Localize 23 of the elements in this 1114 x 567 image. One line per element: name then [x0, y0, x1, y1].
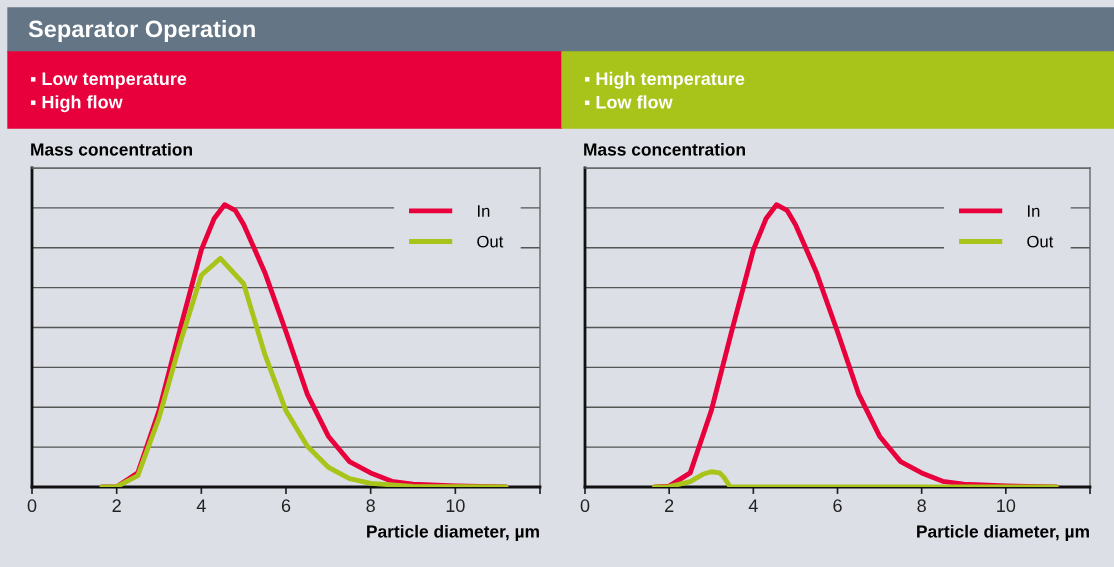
x-tick-label: 6: [833, 499, 842, 513]
x-axis-title: Particle diameter, µm: [367, 524, 539, 542]
x-tick-label: 8: [366, 499, 375, 513]
y-axis-title: Mass concentration: [584, 142, 745, 156]
x-tick-label: 6: [281, 499, 291, 513]
legend-label: In: [478, 205, 490, 217]
legend-label: Out: [1027, 235, 1054, 248]
x-tick-label: 10: [997, 499, 1016, 513]
legend-label: In: [1028, 205, 1040, 217]
y-axis-title: Mass concentration: [31, 142, 192, 156]
legend-label: Out: [477, 235, 504, 248]
x-tick-label: 2: [112, 499, 121, 512]
x-tick-label: 0: [27, 499, 37, 513]
chart-subtitle: ▪ Low temperature ▪ High flow: [30, 72, 187, 113]
x-tick-label: 4: [748, 499, 758, 512]
x-tick-label: 10: [446, 499, 465, 513]
chart-subtitle: ▪ High temperature ▪ Low flow: [584, 71, 745, 109]
x-tick-label: 8: [917, 499, 926, 513]
chart-title: Separator Operation: [28, 20, 255, 43]
x-axis-title: Particle diameter, µm: [917, 524, 1089, 542]
x-tick-label: 2: [665, 499, 674, 512]
x-tick-label: 0: [580, 499, 590, 513]
x-tick-label: 4: [196, 499, 206, 512]
